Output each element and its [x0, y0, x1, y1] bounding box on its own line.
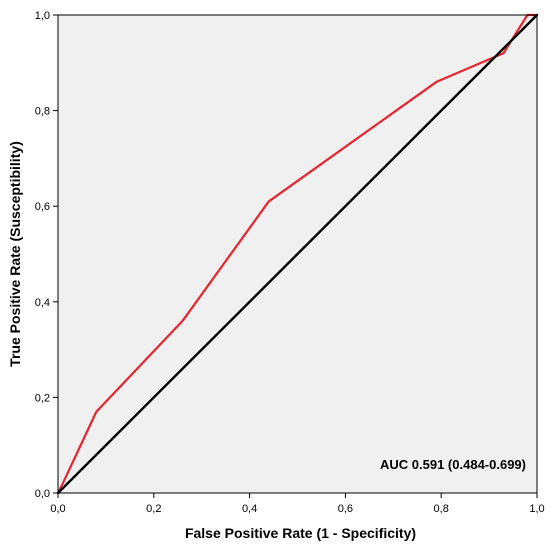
- axis-ticks: 0,0 0,2 0,4 0,6 0,8 1,0 0,0 0,2 0,4 0,6 0,8 1,0: [35, 10, 545, 515]
- x-tick-label: 0,4: [242, 503, 257, 515]
- y-tick-label: 0,0: [35, 488, 50, 500]
- x-tick-label: 0,6: [338, 503, 353, 515]
- x-tick-label: 0,2: [146, 503, 161, 515]
- y-tick-label: 0,6: [35, 201, 50, 213]
- auc-annotation: AUC 0.591 (0.484-0.699): [380, 457, 526, 472]
- y-tick-label: 0,4: [35, 297, 50, 309]
- roc-curve-line: [56, 13, 539, 495]
- reference-diagonal-line: [56, 13, 539, 495]
- x-tick-label: 0,8: [434, 503, 449, 515]
- plot-frame: [57, 14, 538, 494]
- x-tick-label: 0,0: [50, 503, 65, 515]
- x-tick-label: 1,0: [529, 503, 544, 515]
- y-tick-label: 0,2: [35, 392, 50, 404]
- x-axis-title: False Positive Rate (1 - Specificity): [185, 525, 416, 541]
- y-tick-label: 0,8: [35, 106, 50, 118]
- y-axis-title: True Positive Rate (Susceptibility): [7, 141, 23, 367]
- series-layer: [56, 13, 539, 495]
- y-tick-label: 1,0: [35, 10, 50, 22]
